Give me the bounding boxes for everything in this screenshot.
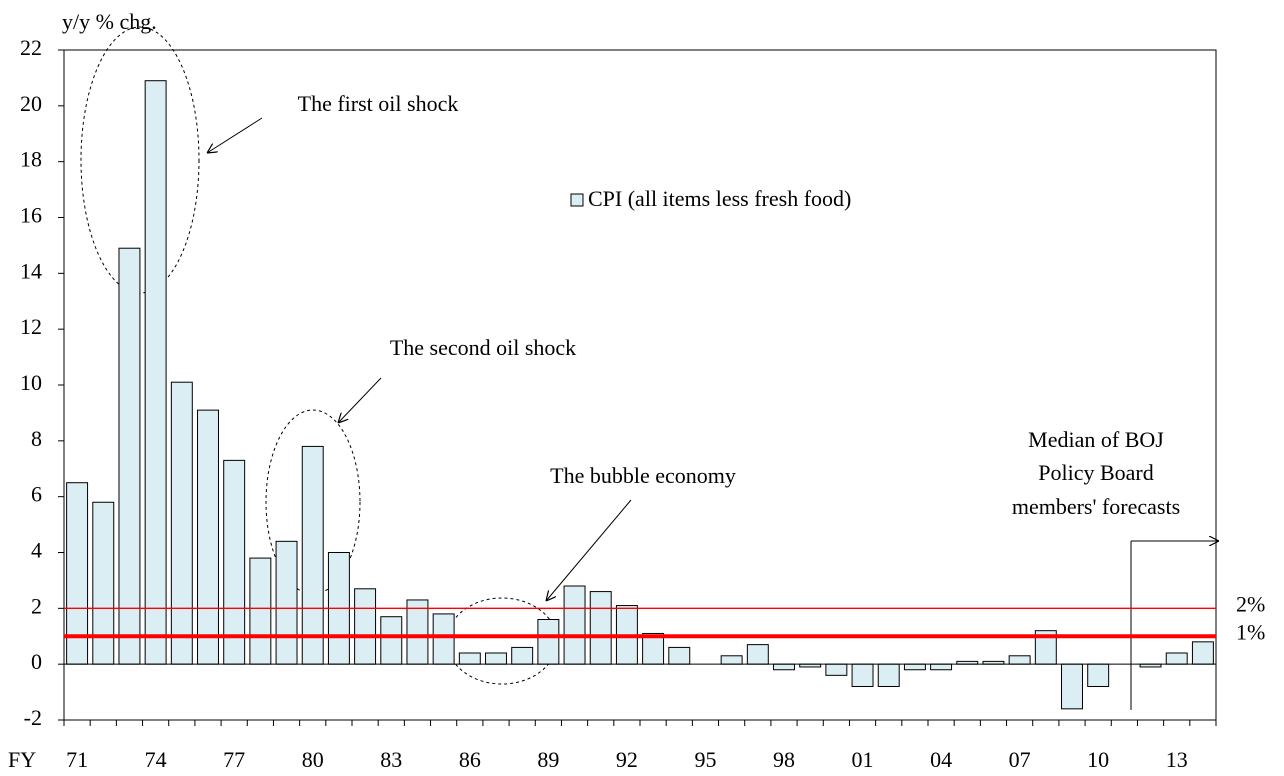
bar [197,409,219,665]
y-tick-label: 4 [31,538,42,563]
bar [825,663,848,676]
y-tick-label: 20 [20,91,42,116]
bar [1191,641,1214,665]
y-tick-label: 16 [20,203,42,228]
x-tick-label: 07 [1009,747,1031,772]
legend-label: CPI (all items less fresh food) [588,186,851,211]
x-tick-label: 89 [537,747,559,772]
bar [720,655,743,665]
y-tick-label: 8 [31,426,42,451]
annotation: The bubble economy [550,463,736,488]
x-tick-label: 10 [1087,747,1109,772]
bar [1087,663,1110,688]
forecast-note: Policy Board [1038,460,1154,485]
x-tick-label: 80 [302,747,324,772]
x-tick-label: 71 [66,747,88,772]
bar [563,585,586,665]
bar [903,663,926,671]
x-tick-label: 01 [852,747,874,772]
highlight-ellipse [265,409,361,595]
x-axis-label: FY [8,747,36,772]
y-tick-label: 0 [31,649,42,674]
reference-label: 1% [1236,619,1265,644]
bar [589,591,612,665]
bar [537,619,560,665]
annotation: The first oil shock [298,91,459,116]
y-tick-label: -2 [24,705,42,730]
y-tick-label: 10 [20,370,42,395]
bar [432,613,455,665]
bar [1061,663,1083,710]
y-axis-label: y/y % chg. [62,9,157,34]
x-tick-label: 74 [145,747,167,772]
x-tick-label: 04 [930,747,952,772]
y-tick-label: 2 [31,593,42,618]
y-tick-label: 14 [20,258,42,283]
legend-swatch [570,193,584,207]
arrow [338,377,382,423]
bar [249,557,272,665]
bar [170,381,193,665]
reference-label: 2% [1236,591,1265,616]
y-tick-label: 18 [20,147,42,172]
bar [118,247,141,665]
bar [406,599,429,665]
y-tick-label: 12 [20,314,42,339]
bar [1008,655,1031,665]
bar [773,663,795,671]
bar [485,652,507,665]
bar [223,459,246,665]
x-tick-label: 95 [694,747,716,772]
bar [851,663,874,688]
bar [354,588,377,665]
x-tick-label: 13 [1166,747,1188,772]
bar [746,644,769,665]
bar [144,80,167,665]
bar [380,616,403,665]
bar [668,646,691,665]
bar [1165,652,1188,665]
x-tick-label: 83 [380,747,402,772]
x-tick-label: 98 [773,747,795,772]
x-tick-label: 77 [223,747,245,772]
arrow [207,117,263,153]
bar [458,652,481,665]
forecast-note: members' forecasts [1012,494,1180,519]
x-tick-label: 92 [616,747,638,772]
bar [930,663,953,671]
bar [511,646,534,665]
bar [877,663,900,688]
y-tick-label: 6 [31,482,42,507]
x-tick-label: 86 [459,747,481,772]
forecast-note: Median of BOJ [1028,427,1164,452]
y-tick-label: 22 [20,35,42,60]
arrow [546,499,632,601]
bar [275,540,298,665]
annotation: The second oil shock [390,335,576,360]
bar [301,445,324,665]
bar [92,501,115,665]
